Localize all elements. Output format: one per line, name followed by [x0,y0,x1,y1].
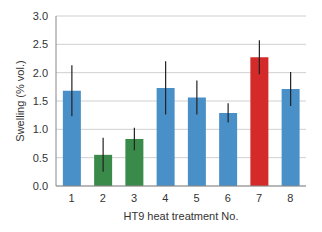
svg-text:Swelling (% vol.): Swelling (% vol.) [14,60,26,141]
svg-text:4: 4 [162,192,168,204]
svg-text:2.0: 2.0 [33,67,48,79]
svg-text:1.0: 1.0 [33,123,48,135]
svg-text:6: 6 [225,192,231,204]
svg-text:2: 2 [100,192,106,204]
svg-text:HT9 heat treatment No.: HT9 heat treatment No. [124,210,239,222]
svg-text:2.5: 2.5 [33,38,48,50]
svg-text:8: 8 [287,192,293,204]
svg-text:0.0: 0.0 [33,180,48,192]
svg-text:7: 7 [256,192,262,204]
svg-text:1: 1 [69,192,75,204]
svg-text:0.5: 0.5 [33,152,48,164]
svg-text:1.5: 1.5 [33,95,48,107]
svg-text:3.0: 3.0 [33,10,48,22]
svg-text:5: 5 [194,192,200,204]
svg-text:3: 3 [131,192,137,204]
